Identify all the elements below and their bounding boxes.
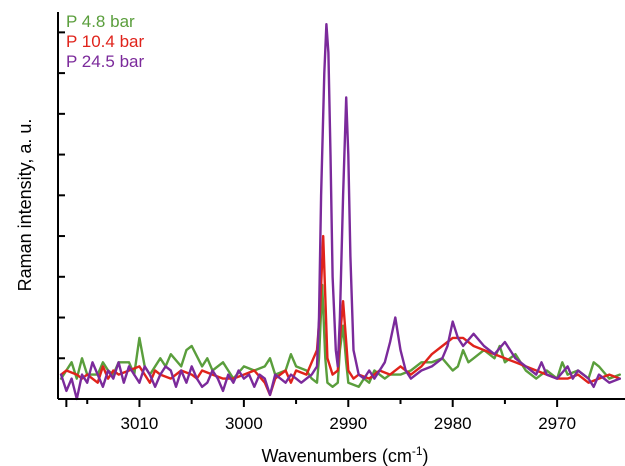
series-line-2 (59, 234, 621, 397)
x-tick-label-2980: 2980 (434, 414, 472, 433)
x-tick-label-3000: 3000 (225, 414, 263, 433)
x-tick-label-2990: 2990 (329, 414, 367, 433)
series-layer (59, 23, 621, 401)
x-axis-title-tail: ) (423, 446, 429, 466)
legend-entry-3: P 24.5 bar (66, 52, 144, 71)
x-ticks: 3010 3000 2990 2980 2970 (65, 399, 576, 433)
x-tick-label-2970: 2970 (538, 414, 576, 433)
x-axis-title: Wavenumbers (cm-1) (261, 444, 428, 466)
x-axis-title-base: Wavenumbers (cm (261, 446, 411, 466)
axes-layer: 3010 3000 2990 2980 2970 (57, 12, 625, 433)
x-axis-title-sup: -1 (412, 444, 423, 458)
series-line-3 (59, 23, 621, 401)
legend-entry-2: P 10.4 bar (66, 32, 144, 51)
y-ticks (58, 31, 65, 360)
legend-entry-1: P 4.8 bar (66, 12, 135, 31)
x-tick-label-3010: 3010 (121, 414, 159, 433)
y-axis-title: Raman intensity, a. u. (15, 119, 35, 292)
